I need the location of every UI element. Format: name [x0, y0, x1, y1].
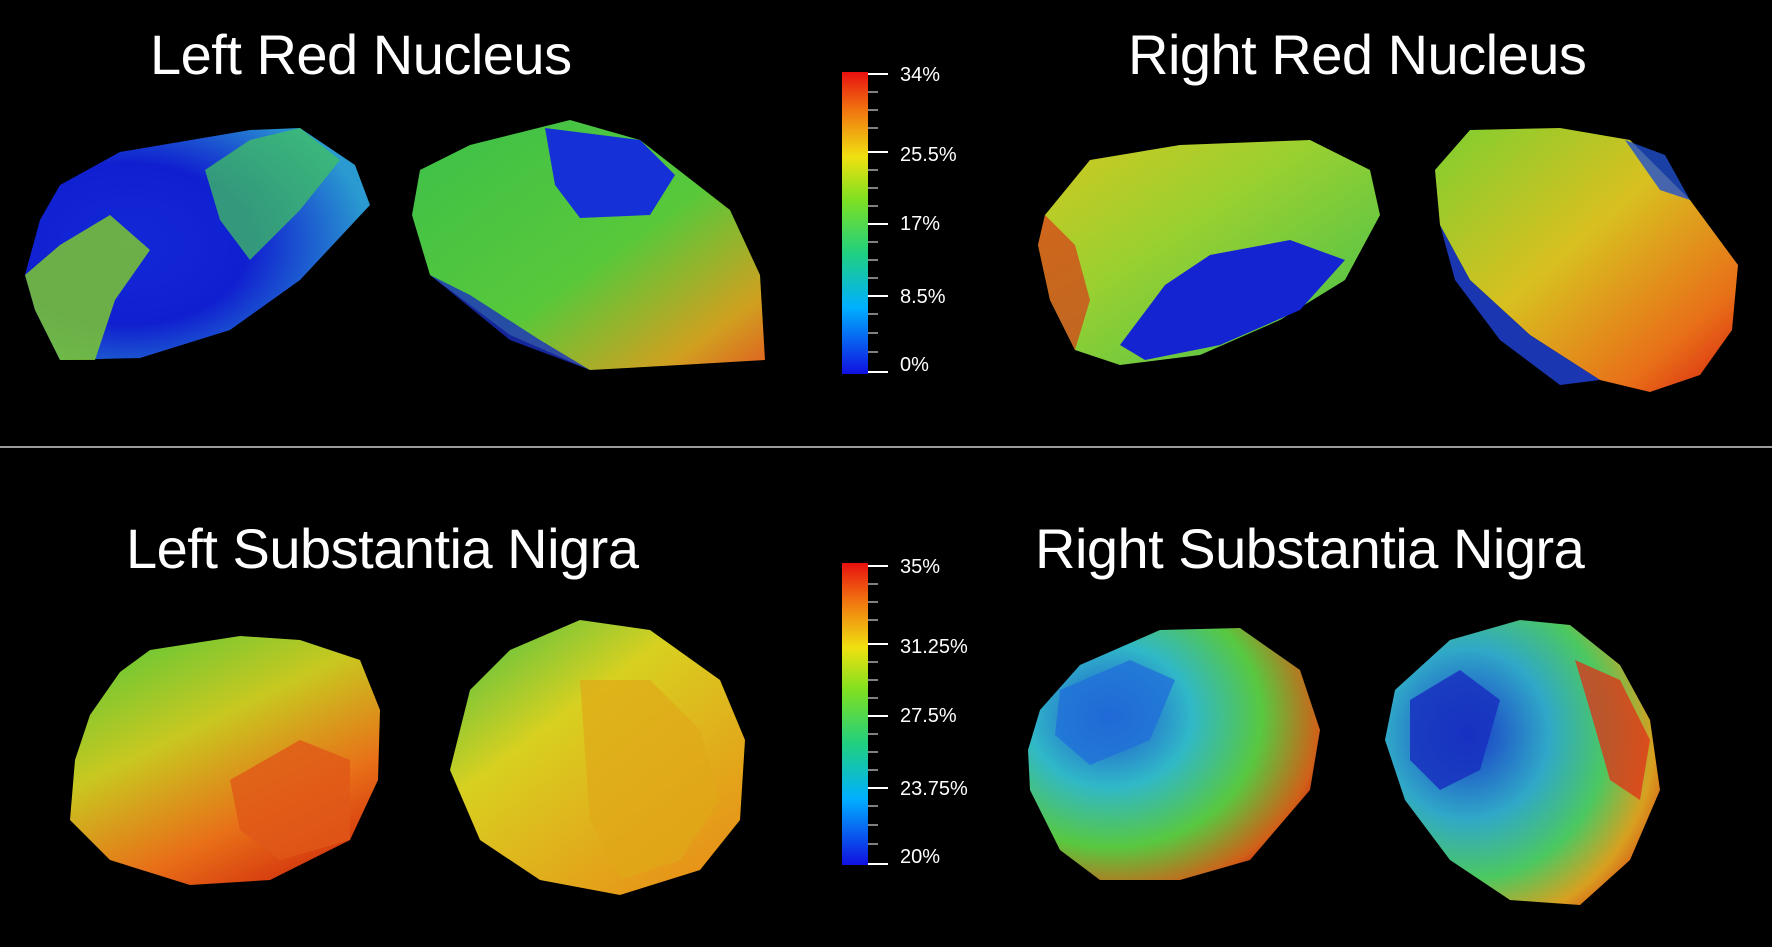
- colorbar-red-nucleus: [842, 72, 868, 374]
- left-red-nucleus-view-1: [25, 128, 370, 360]
- title-right-red-nucleus: Right Red Nucleus: [1128, 23, 1587, 86]
- panel-divider: [0, 446, 1772, 448]
- colorbar-tick-label: 27.5%: [900, 705, 957, 727]
- colorbar-tick-label: 20%: [900, 846, 941, 868]
- left-substantia-nigra-view-1: [70, 636, 380, 885]
- title-left-substantia-nigra: Left Substantia Nigra: [126, 517, 639, 580]
- right-substantia-nigra-view-1: [1028, 628, 1320, 880]
- left-substantia-nigra-view-2: [450, 620, 745, 895]
- title-right-substantia-nigra: Right Substantia Nigra: [1035, 517, 1585, 580]
- right-red-nucleus-view-1: [1038, 140, 1380, 365]
- right-red-nucleus-view-2: [1435, 128, 1738, 392]
- colorbar-tick-label: 31.25%: [900, 636, 968, 658]
- colorbar-tick-label: 34%: [900, 64, 941, 86]
- colorbar-tick-label: 25.5%: [900, 144, 957, 166]
- colorbar-tick-label: 35%: [900, 556, 941, 578]
- colorbar-tick-label: 23.75%: [900, 778, 968, 800]
- title-left-red-nucleus: Left Red Nucleus: [150, 23, 572, 86]
- colorbar-tick-label: 17%: [900, 213, 941, 235]
- left-red-nucleus-view-2: [412, 120, 765, 370]
- colorbar-tick-label: 8.5%: [900, 286, 946, 308]
- colorbar-substantia-nigra: [842, 563, 868, 865]
- colorbar-tick-label: 0%: [900, 354, 929, 376]
- right-substantia-nigra-view-2: [1385, 620, 1660, 905]
